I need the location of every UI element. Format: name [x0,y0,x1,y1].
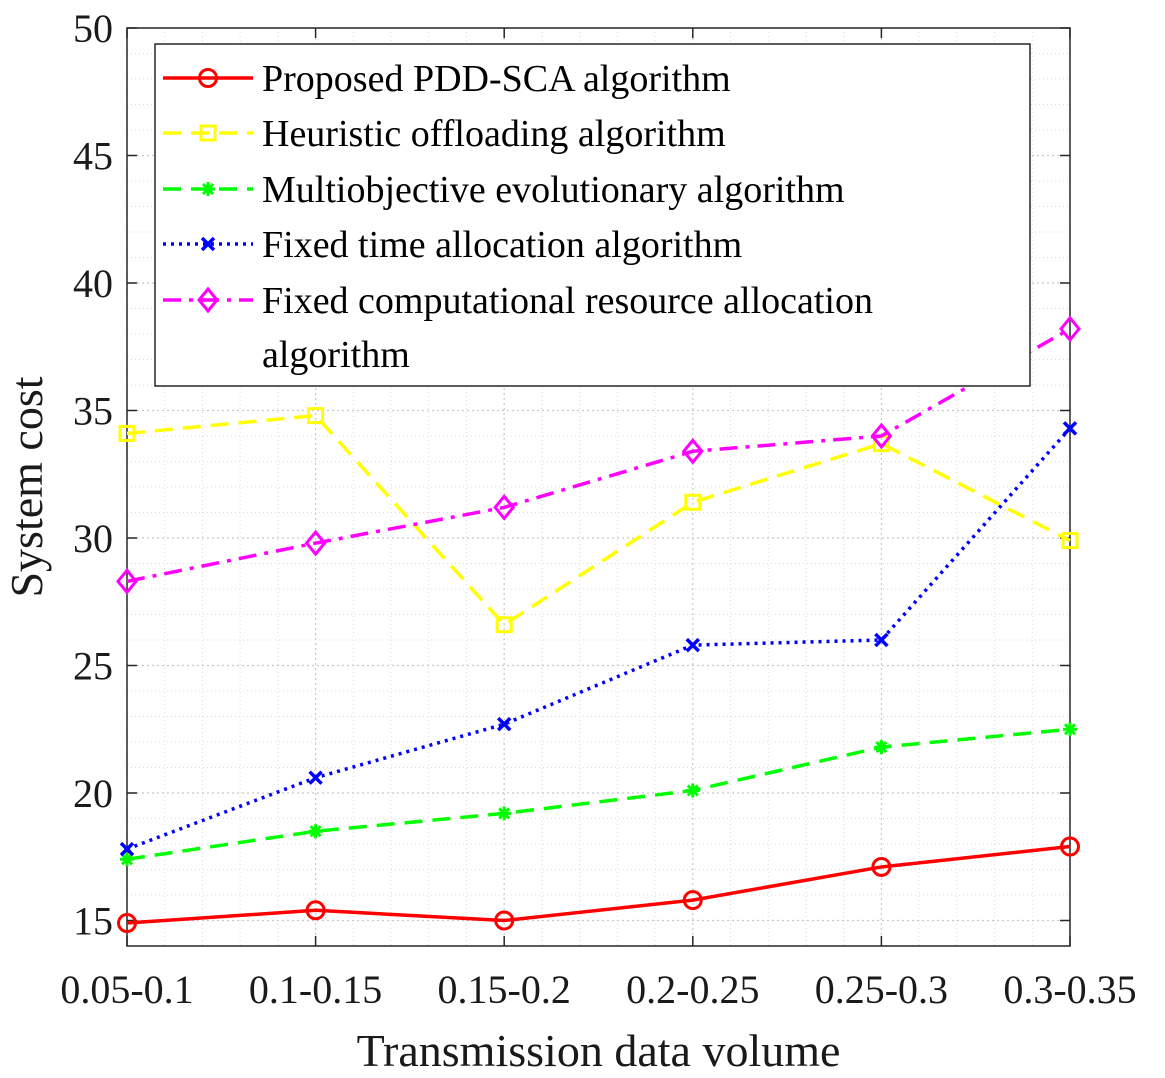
data-point [497,806,512,821]
data-point [1062,421,1078,436]
x-tick-label: 0.3-0.35 [1003,967,1136,1012]
data-point [874,632,889,648]
data-point [119,841,135,857]
data-point [681,437,704,465]
legend-entry-2: Multiobjective evolutionary algorithm [163,169,845,211]
x-tick-label: 0.05-0.1 [60,967,193,1012]
legend-box [154,43,1031,387]
data-point [874,740,889,755]
legend-label: Heuristic offloading algorithm [262,113,726,155]
series-3 [119,421,1078,857]
data-point [308,770,323,785]
series-line [126,727,1071,862]
x-tick-label: 0.2-0.25 [626,967,759,1012]
legend-entry-0: Proposed PDD-SCA algorithm [163,58,731,100]
legend-label: Fixed time allocation algorithm [262,224,742,266]
series-2 [120,722,1077,867]
axis-labels: Transmission data volume System cost [1,376,840,1076]
data-point [682,890,703,911]
series-4 [116,315,1081,595]
series-1 [118,407,1079,634]
x-axis-title: Transmission data volume [357,1025,841,1076]
legend-label: Multiobjective evolutionary algorithm [262,169,845,211]
data-point [307,407,325,425]
series-line [126,427,1072,851]
legend-entry-3: Fixed time allocation algorithm [163,224,742,266]
legend-marker [197,286,219,314]
legend-marker [200,236,216,252]
data-point [117,913,137,934]
y-tick-label: 20 [73,771,113,816]
series-line [126,327,1071,584]
data-point [1061,532,1079,550]
data-point [1060,836,1080,857]
data-point [120,852,134,867]
data-point [116,567,138,595]
y-tick-label: 45 [73,134,113,179]
legend-entry-1: Heuristic offloading algorithm [163,113,726,155]
series-line [126,844,1071,925]
y-tick-label: 50 [73,6,113,51]
data-point [1059,315,1081,343]
x-tick-label: 0.25-0.3 [815,967,948,1012]
legend-marker [198,68,218,88]
legend-label: Proposed PDD-SCA algorithm [262,58,731,100]
legend-marker [201,182,215,196]
y-tick-label: 15 [73,899,113,944]
x-tick-label: 0.15-0.2 [438,967,571,1012]
data-point [495,616,513,634]
data-point [685,783,700,798]
y-axis-title: System cost [1,376,52,597]
data-point [118,424,136,442]
data-point [308,824,323,839]
series-layer [116,315,1081,934]
y-tick-label: 25 [73,644,113,689]
series-0 [117,836,1080,934]
data-point [493,494,516,521]
legend-marker [199,124,217,142]
data-point [870,422,893,450]
data-point [305,900,326,921]
legend: Proposed PDD-SCA algorithm Heuristic offl… [154,43,1031,387]
data-point [494,910,515,931]
legend-label: algorithm [262,334,410,376]
data-point [304,529,327,557]
data-point [871,856,892,877]
plot-frame [126,27,1071,947]
legend-entry-4: Fixed computational resource allocation a… [163,280,873,376]
y-tick-label: 30 [73,516,113,561]
data-point [684,493,702,511]
series-line [126,413,1071,627]
legend-label: Fixed computational resource allocation [262,280,873,322]
data-point [685,637,701,653]
axes: 15 20 25 30 35 40 45 50 0.05-0.1 0.1-0.15 0.15-0.2… [60,6,1136,1012]
data-point [1063,722,1077,737]
data-point [496,716,512,732]
y-tick-label: 40 [73,261,113,306]
y-tick-label: 35 [73,389,113,434]
x-tick-label: 0.1-0.15 [249,967,382,1012]
